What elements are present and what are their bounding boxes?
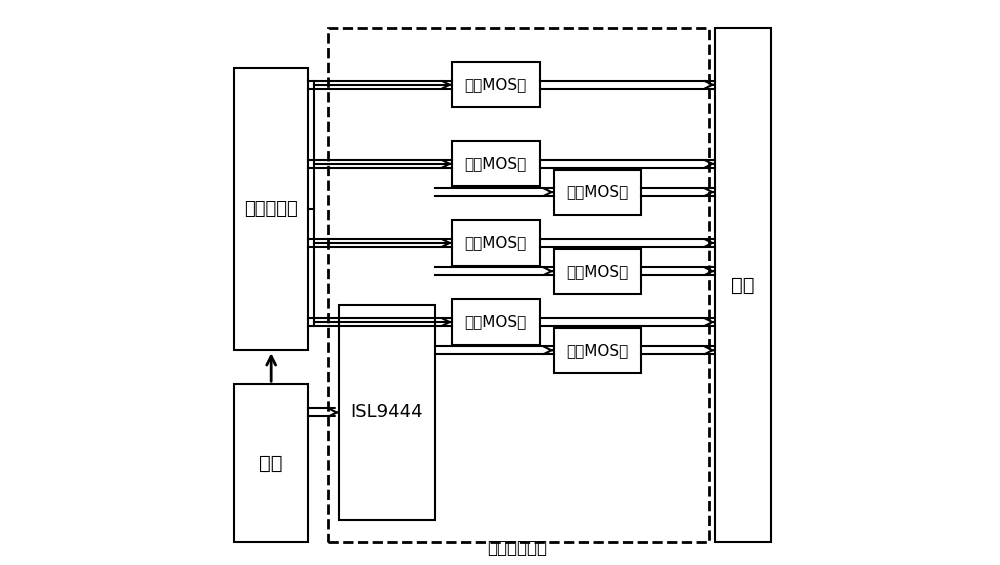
Text: 灯具: 灯具: [731, 276, 755, 295]
FancyBboxPatch shape: [339, 305, 435, 520]
Text: 驱动控制器: 驱动控制器: [244, 200, 298, 218]
FancyBboxPatch shape: [554, 170, 641, 215]
FancyBboxPatch shape: [554, 249, 641, 294]
FancyBboxPatch shape: [715, 28, 771, 542]
FancyBboxPatch shape: [452, 141, 540, 186]
Text: 第二MOS管: 第二MOS管: [465, 236, 527, 250]
FancyBboxPatch shape: [452, 220, 540, 266]
Text: 第二MOS管: 第二MOS管: [465, 77, 527, 92]
Text: ISL9444: ISL9444: [351, 403, 423, 421]
FancyBboxPatch shape: [554, 328, 641, 373]
Text: 第一MOS管: 第一MOS管: [566, 185, 629, 199]
Text: 第一MOS管: 第一MOS管: [566, 343, 629, 358]
FancyBboxPatch shape: [234, 68, 308, 350]
FancyBboxPatch shape: [234, 384, 308, 542]
FancyBboxPatch shape: [452, 62, 540, 107]
Text: 第二MOS管: 第二MOS管: [465, 315, 527, 329]
Text: 电源: 电源: [259, 454, 283, 473]
FancyBboxPatch shape: [452, 299, 540, 345]
Text: 第一MOS管: 第一MOS管: [566, 264, 629, 279]
Text: 灯芯驱动模块: 灯芯驱动模块: [487, 538, 547, 557]
Text: 第二MOS管: 第二MOS管: [465, 157, 527, 171]
